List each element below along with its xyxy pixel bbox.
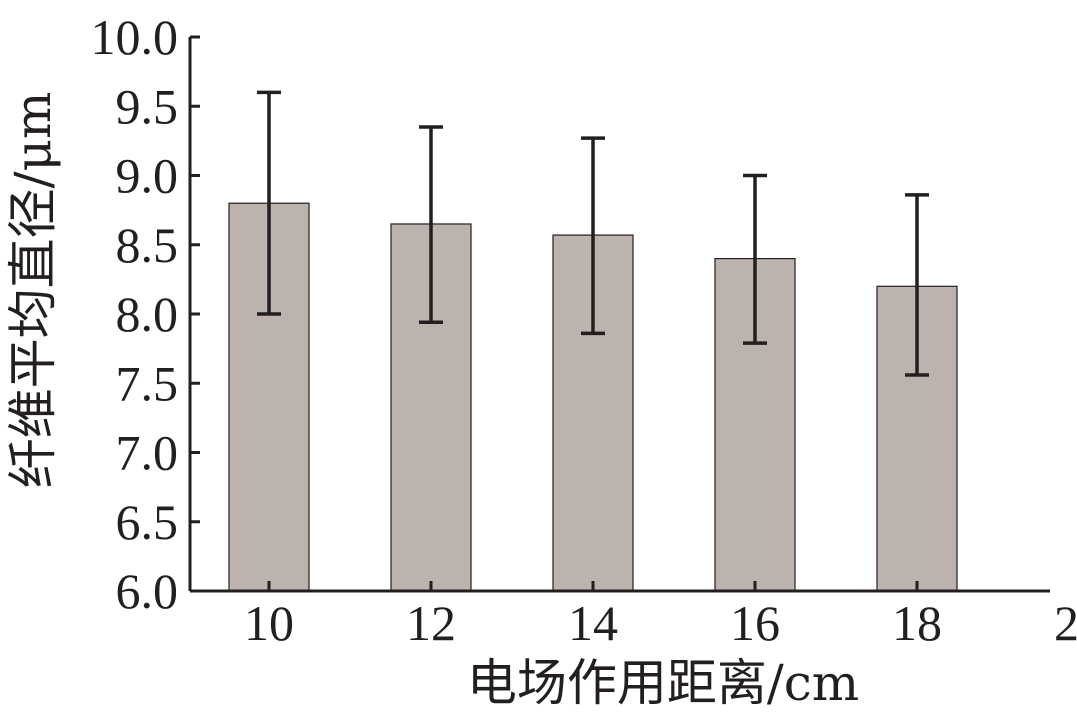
y-tick-label: 8.5 — [116, 217, 179, 273]
y-tick-label: 6.5 — [116, 494, 179, 550]
y-tick-label: 6.0 — [116, 563, 179, 619]
x-tick-label: 14 — [568, 595, 618, 651]
error-bar-10 — [257, 90, 281, 316]
y-tick-label: 8.0 — [116, 286, 179, 342]
y-axis-title: 纤维平均直径/μm — [4, 92, 62, 489]
error-bar-18 — [905, 193, 929, 377]
y-ticks-group: 6.0 6.5 7.0 7.5 8.0 8.5 9.0 9.5 10.0 — [91, 9, 200, 619]
y-tick-label: 10.0 — [91, 9, 179, 65]
x-tick-label: 10 — [244, 595, 294, 651]
error-bars-group — [257, 90, 929, 377]
x-tick-label: 16 — [730, 595, 780, 651]
x-tick-label: 12 — [406, 595, 456, 651]
x-ticks-group: 10 12 14 16 18 20 — [244, 581, 1077, 651]
x-tick-label: 20 — [1054, 595, 1077, 651]
y-tick-label: 9.0 — [116, 148, 179, 204]
error-bar-16 — [743, 173, 767, 345]
y-tick-label: 7.5 — [116, 355, 179, 411]
error-bar-14 — [581, 136, 605, 336]
y-tick-label: 9.5 — [116, 78, 179, 134]
y-tick-label: 7.0 — [116, 425, 179, 481]
x-tick-label: 18 — [892, 595, 942, 651]
x-axis-title: 电场作用距离/cm — [467, 654, 859, 712]
error-bar-12 — [419, 125, 443, 325]
